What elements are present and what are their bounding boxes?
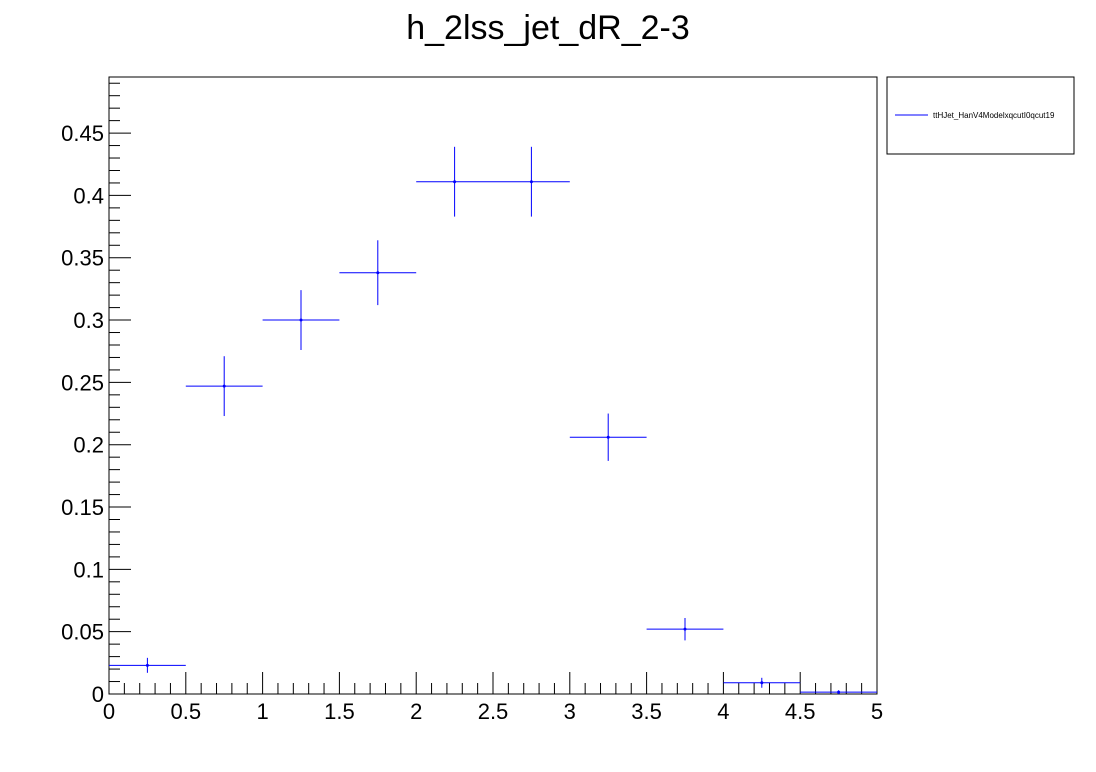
x-tick-label: 1 <box>256 699 268 724</box>
x-tick-label: 2 <box>410 699 422 724</box>
y-tick-label: 0.1 <box>73 557 104 582</box>
point-marker <box>606 435 610 439</box>
legend-entry-label: ttHJet_HanV4ModelxqcutI0qcut19 <box>933 111 1055 120</box>
data-point-3 <box>339 240 417 306</box>
data-point-9 <box>800 690 877 694</box>
data-point-2 <box>262 290 340 350</box>
y-tick-label: 0 <box>92 682 104 707</box>
y-tick-label: 0.4 <box>73 183 104 208</box>
x-tick-label: 0.5 <box>171 699 202 724</box>
data-point-0 <box>109 657 186 673</box>
y-tick-label: 0.45 <box>61 121 104 146</box>
x-tick-label: 1.5 <box>324 699 355 724</box>
data-point-8 <box>723 677 801 688</box>
x-tick-label: 0 <box>103 699 115 724</box>
point-marker <box>683 627 687 631</box>
point-marker <box>529 180 533 184</box>
y-tick-label: 0.05 <box>61 620 104 645</box>
point-marker <box>145 663 149 667</box>
x-tick-label: 3 <box>564 699 576 724</box>
y-tick-label: 0.25 <box>61 370 104 395</box>
x-tick-label: 5 <box>871 699 883 724</box>
point-marker <box>760 681 764 685</box>
point-marker <box>837 690 841 694</box>
x-axis: 0 0.5 1 1.5 2 2.5 3 3.5 4 4.5 5 <box>103 672 883 724</box>
data-point-4 <box>416 146 493 217</box>
y-tick-label: 0.2 <box>73 433 104 458</box>
data-series <box>109 146 877 694</box>
point-marker <box>453 180 457 184</box>
x-tick-label: 2.5 <box>478 699 509 724</box>
point-marker <box>299 318 303 322</box>
data-point-5 <box>493 146 570 217</box>
y-tick-label: 0.35 <box>61 246 104 271</box>
data-point-7 <box>646 617 724 641</box>
legend: ttHJet_HanV4ModelxqcutI0qcut19 <box>886 76 1075 155</box>
x-tick-label: 3.5 <box>631 699 662 724</box>
chart-title: h_2lss_jet_dR_2-3 <box>406 9 690 47</box>
y-tick-label: 0.3 <box>73 308 104 333</box>
point-marker <box>222 384 226 388</box>
data-point-6 <box>569 413 647 461</box>
y-axis: 0 0.05 0.1 0.15 0.2 0.25 0.3 0.35 0.4 0.45 <box>61 82 131 707</box>
data-point-1 <box>185 356 263 417</box>
x-tick-label: 4.5 <box>785 699 816 724</box>
point-marker <box>376 271 380 275</box>
x-tick-label: 4 <box>717 699 729 724</box>
y-tick-label: 0.15 <box>61 495 104 520</box>
